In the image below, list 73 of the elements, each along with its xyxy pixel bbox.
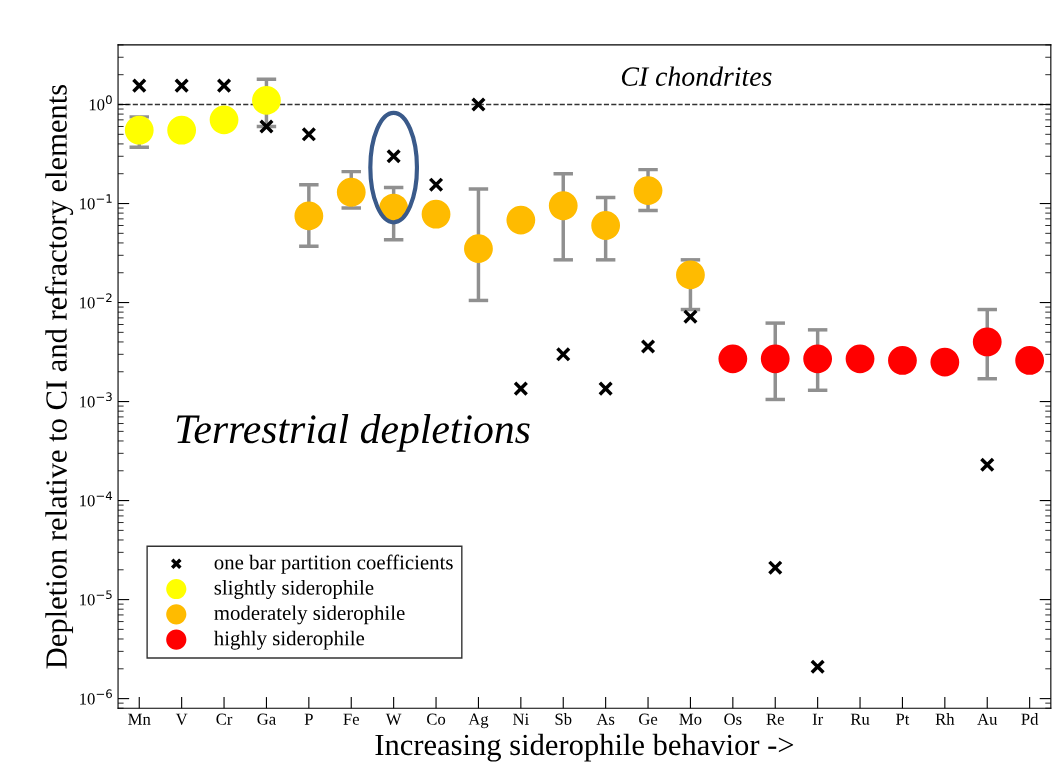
x-tick-label: V xyxy=(175,713,188,725)
x-tick-label: Pt xyxy=(895,713,910,725)
point xyxy=(513,381,529,397)
y-tick-label: 10$^{−5}$ xyxy=(80,590,112,606)
legend-label: one bar partition coefficients xyxy=(214,554,453,574)
point xyxy=(591,211,621,240)
x-tick-label: Ge xyxy=(639,713,658,725)
point xyxy=(930,347,960,377)
point xyxy=(972,327,1002,357)
x-tick-label: Mo xyxy=(679,713,702,725)
x-tick-label: Mn xyxy=(128,713,151,725)
point xyxy=(252,86,281,115)
x-axis-title: Increasing siderophile behavior -> xyxy=(375,733,794,762)
y-axis-title: Depletion relative to CI and refractory elements xyxy=(45,84,74,669)
legend-label: moderately siderophile xyxy=(214,605,405,625)
y-tick-label: 10$^{0}$ xyxy=(89,95,112,111)
y-tick-label: 10$^{−3}$ xyxy=(80,392,112,408)
point xyxy=(167,115,197,145)
point xyxy=(888,346,917,375)
point xyxy=(640,338,656,355)
point xyxy=(131,78,147,94)
x-tick-label: Ag xyxy=(468,713,489,729)
point xyxy=(294,201,324,231)
y-tick-label: 10$^{−6}$ xyxy=(80,689,112,705)
point xyxy=(555,346,571,362)
annotation: Terrestrial depletions xyxy=(176,413,530,452)
point xyxy=(428,177,444,193)
x-tick-label: Os xyxy=(724,713,742,725)
point xyxy=(386,148,402,164)
point xyxy=(464,234,493,264)
point xyxy=(258,118,274,135)
x-tick-label: P xyxy=(304,713,313,725)
point xyxy=(845,344,875,374)
legend-label: slightly siderophile xyxy=(214,580,374,599)
x-tick-label: Sb xyxy=(555,713,572,725)
point xyxy=(718,344,748,374)
x-tick-label: Re xyxy=(766,713,784,725)
point xyxy=(767,560,783,576)
point xyxy=(336,177,366,207)
point xyxy=(803,344,833,374)
y-tick-label: 10$^{−2}$ xyxy=(80,293,112,309)
point xyxy=(760,344,790,374)
point xyxy=(810,659,826,675)
x-tick-label: Fe xyxy=(343,713,359,725)
x-tick-label: Ga xyxy=(257,713,276,725)
x-tick-label: W xyxy=(385,713,402,725)
y-tick-label: 10$^{−1}$ xyxy=(80,194,112,210)
ref-line-label: CI chondrites xyxy=(621,66,772,86)
point xyxy=(174,78,190,94)
x-tick-label: Cr xyxy=(216,713,233,725)
x-tick-label: Ni xyxy=(512,713,529,725)
x-tick-label: Ru xyxy=(850,713,870,725)
x-tick-label: Pd xyxy=(1021,713,1039,725)
point xyxy=(979,457,995,473)
point xyxy=(633,176,663,206)
point xyxy=(548,191,578,221)
point xyxy=(216,78,232,94)
x-tick-label: As xyxy=(596,713,615,725)
x-tick-label: Au xyxy=(977,713,998,725)
x-tick-label: Co xyxy=(427,713,446,725)
x-tick-label: Rh xyxy=(935,713,955,725)
point xyxy=(1015,346,1045,375)
legend-label: highly siderophile xyxy=(213,630,365,650)
point xyxy=(421,199,451,229)
point xyxy=(506,205,536,235)
x-tick-label: Ir xyxy=(812,713,824,725)
y-tick-label: 10$^{−4}$ xyxy=(80,491,113,507)
point xyxy=(676,260,705,290)
point xyxy=(301,126,317,142)
point xyxy=(209,105,239,135)
point xyxy=(598,381,614,397)
point xyxy=(470,96,486,113)
point xyxy=(682,309,698,325)
